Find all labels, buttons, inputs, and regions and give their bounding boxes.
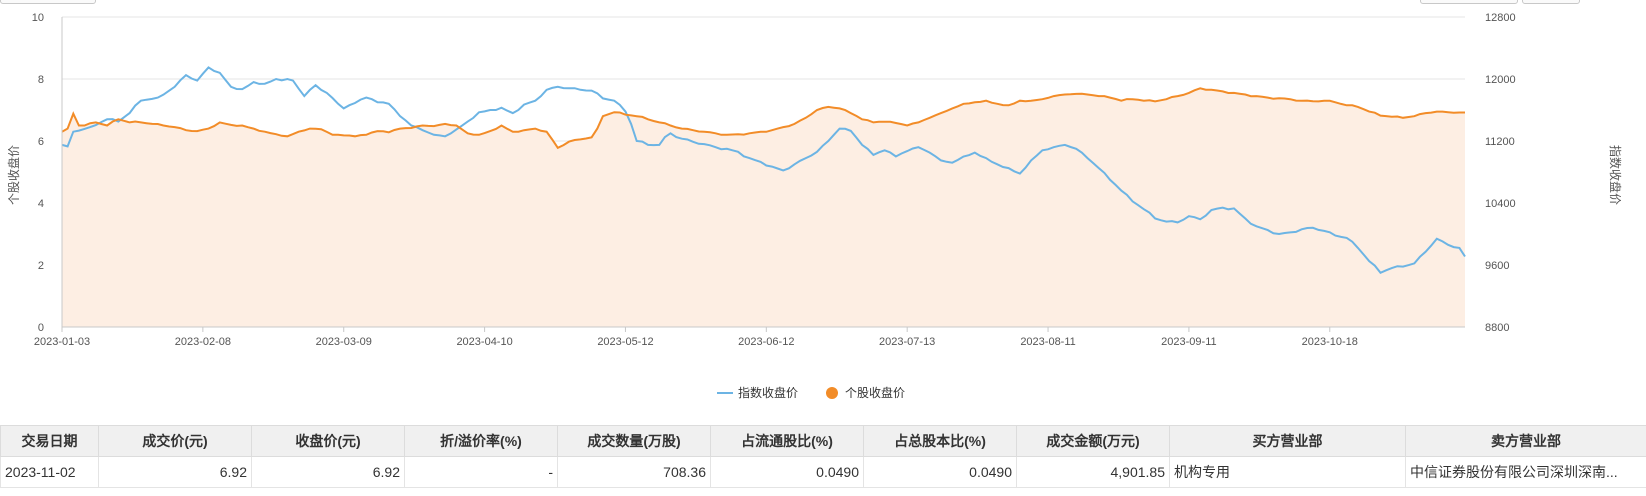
cell-float-ratio: 0.0490: [710, 456, 864, 488]
top-right-control-2[interactable]: [1522, 0, 1580, 4]
cell-price: 6.92: [98, 456, 252, 488]
x-tick-label: 2023-05-12: [597, 336, 653, 348]
left-tick-label: 2: [38, 260, 44, 272]
header-buyer[interactable]: 买方营业部: [1169, 425, 1406, 457]
x-tick-label: 2023-09-11: [1161, 336, 1216, 348]
top-left-control[interactable]: [0, 0, 96, 4]
right-axis-title: 指数收盘价: [1608, 145, 1623, 205]
right-tick-label: 9600: [1485, 260, 1509, 272]
top-toolbar-edge: [0, 0, 1646, 4]
cell-seller[interactable]: 中信证券股份有限公司深圳深南...: [1405, 456, 1646, 488]
header-price[interactable]: 成交价(元): [98, 425, 252, 457]
legend: 指数收盘价 个股收盘价: [717, 385, 905, 400]
axes: 0 2 4 6 8 10 8800 9600 10400 11200 12000 12800 2023-…: [32, 12, 1516, 348]
x-tick-label: 2023-04-10: [456, 336, 512, 348]
right-tick-label: 12000: [1485, 74, 1516, 86]
cell-volume: 708.36: [557, 456, 711, 488]
header-seller[interactable]: 卖方营业部: [1405, 425, 1646, 457]
x-tick-label: 2023-01-03: [34, 336, 90, 348]
x-tick-label: 2023-07-13: [879, 336, 935, 348]
x-tick-label: 2023-06-12: [738, 336, 794, 348]
left-tick-label: 8: [38, 74, 44, 86]
header-float-ratio[interactable]: 占流通股比(%): [710, 425, 864, 457]
left-tick-label: 6: [38, 136, 44, 148]
cell-close: 6.92: [251, 456, 405, 488]
header-premium[interactable]: 折/溢价率(%): [404, 425, 558, 457]
left-tick-label: 10: [32, 12, 44, 24]
cell-premium: -: [404, 456, 558, 488]
cell-amount: 4,901.85: [1016, 456, 1170, 488]
stock-close-line: [61, 87, 1465, 150]
x-tick-label: 2023-10-18: [1302, 336, 1358, 348]
right-tick-label: 11200: [1485, 136, 1515, 148]
right-tick-label: 8800: [1485, 322, 1509, 334]
legend-stock-label: 个股收盘价: [845, 385, 905, 400]
legend-index-label: 指数收盘价: [738, 385, 798, 400]
legend-item-stock[interactable]: 个股收盘价: [826, 385, 905, 400]
legend-stock-swatch: [826, 387, 838, 399]
x-tick-label: 2023-08-11: [1020, 336, 1075, 348]
left-axis-title: 个股收盘价: [6, 145, 21, 205]
header-date[interactable]: 交易日期: [0, 425, 99, 457]
top-right-control-1[interactable]: [1420, 0, 1518, 4]
table-row: 2023-11-02 6.92 6.92 - 708.36 0.0490 0.0…: [0, 456, 1646, 488]
header-close[interactable]: 收盘价(元): [251, 425, 405, 457]
index-close-line: [61, 66, 1466, 275]
header-total-ratio[interactable]: 占总股本比(%): [863, 425, 1017, 457]
left-tick-label: 0: [38, 322, 44, 334]
price-comparison-chart: 0 2 4 6 8 10 8800 9600 10400 11200 12000 12800 2023-…: [6, 12, 1623, 400]
header-amount[interactable]: 成交金额(万元): [1016, 425, 1170, 457]
table-header-row: 交易日期 成交价(元) 收盘价(元) 折/溢价率(%) 成交数量(万股) 占流通…: [0, 425, 1646, 457]
block-trade-table: 交易日期 成交价(元) 收盘价(元) 折/溢价率(%) 成交数量(万股) 占流通…: [0, 425, 1646, 488]
left-tick-label: 4: [38, 198, 44, 210]
cell-date: 2023-11-02: [0, 456, 99, 488]
x-tick-label: 2023-02-08: [175, 336, 231, 348]
legend-item-index[interactable]: 指数收盘价: [717, 385, 798, 400]
right-tick-label: 12800: [1485, 12, 1516, 24]
chart-svg: 0 2 4 6 8 10 8800 9600 10400 11200 12000 12800 2023-…: [6, 12, 1623, 400]
right-tick-label: 10400: [1485, 198, 1516, 210]
cell-total-ratio: 0.0490: [863, 456, 1017, 488]
header-volume[interactable]: 成交数量(万股): [557, 425, 711, 457]
x-tick-label: 2023-03-09: [316, 336, 372, 348]
cell-buyer[interactable]: 机构专用: [1169, 456, 1406, 488]
stock-area-fill: [62, 88, 1465, 327]
